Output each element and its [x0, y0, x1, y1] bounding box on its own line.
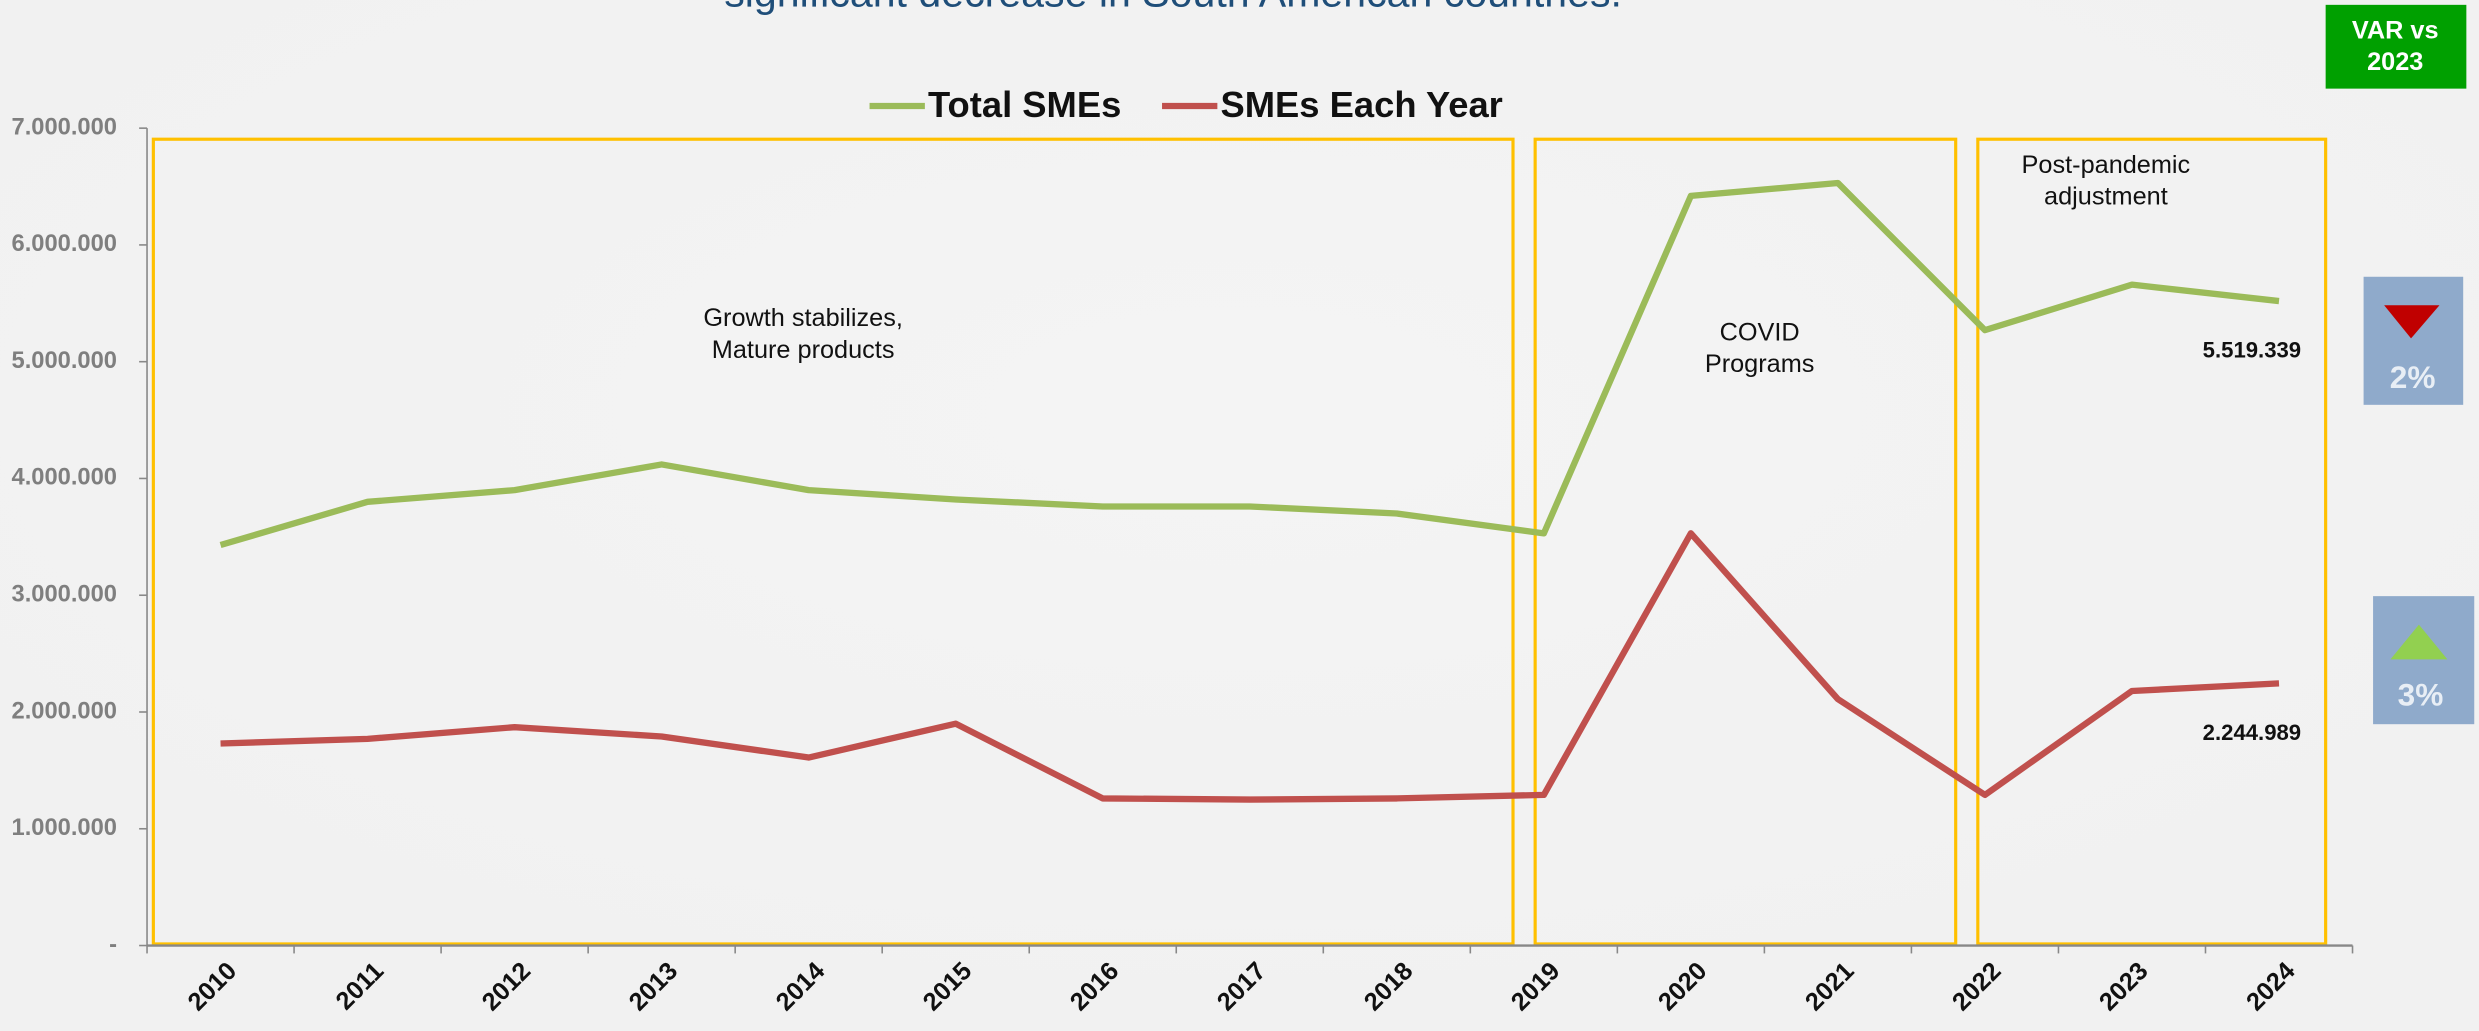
data-label: 2.244.989: [2203, 720, 2301, 745]
annotation: Programs: [1705, 350, 1815, 378]
up-arrow: [2390, 624, 2448, 660]
variation: 3%: [2398, 677, 2444, 713]
chart-title: significant decrease in South American c…: [724, 0, 1622, 15]
var-header: 2023: [2367, 48, 2423, 76]
variation: 2%: [2390, 359, 2436, 395]
variation-badge: [2363, 276, 2464, 405]
annotation: adjustment: [2044, 182, 2168, 210]
var-header: VAR vs: [2352, 16, 2439, 44]
y-tick-label: 7.000.000: [12, 114, 117, 140]
period-box: [1976, 137, 2328, 946]
annotation: Post-pandemic: [2022, 151, 2191, 179]
y-tick-label: 1.000.000: [12, 815, 117, 841]
y-tick-label: -: [109, 932, 117, 958]
period-box: [1533, 137, 1958, 946]
legend-label: Total SMEs: [928, 84, 1121, 125]
y-tick-label: 2.000.000: [12, 698, 117, 724]
period-box: [151, 137, 1515, 946]
annotation: Mature products: [712, 336, 895, 364]
annotation: COVID: [1720, 318, 1800, 346]
var-header-box: [2325, 4, 2467, 89]
series-line: [219, 179, 2280, 549]
variation-badge: [2373, 596, 2475, 725]
down-arrow: [2384, 305, 2440, 339]
y-tick-label: 6.000.000: [12, 231, 117, 257]
y-tick-label: 4.000.000: [12, 465, 117, 491]
y-tick-label: 3.000.000: [12, 581, 117, 607]
y-tick-label: 5.000.000: [12, 348, 117, 374]
series-line: [220, 530, 2280, 803]
annotation: Growth stabilizes,: [703, 304, 903, 332]
legend-label: SMEs Each Year: [1221, 84, 1503, 125]
data-label: 5.519.339: [2203, 337, 2301, 362]
